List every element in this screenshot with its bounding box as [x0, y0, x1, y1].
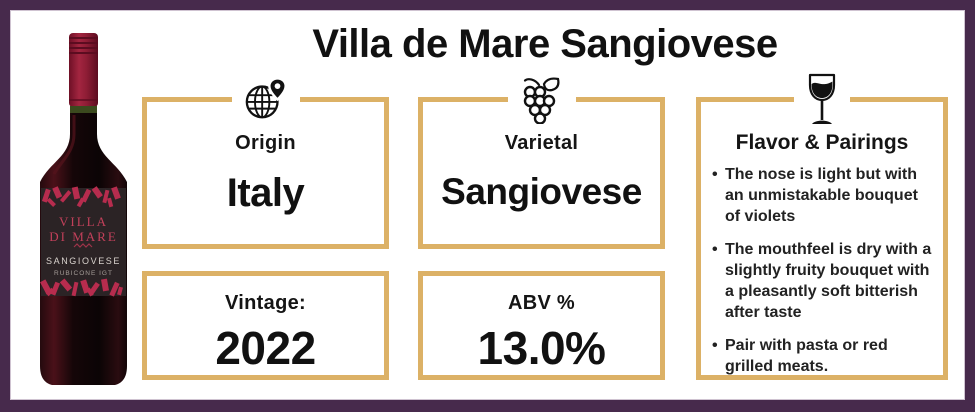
vintage-card: Vintage: 2022 — [142, 271, 389, 380]
label-squiggle-divider — [73, 243, 93, 248]
label-brand-line2: DI MARE — [49, 229, 118, 244]
flavor-bullet-2: The mouthfeel is dry with a slightly fru… — [711, 239, 935, 323]
flavor-bullet-3: Pair with pasta or red grilled meats. — [711, 335, 935, 377]
flavor-bullet-1: The nose is light but with an unmistakab… — [711, 164, 935, 227]
globe-pin-icon — [231, 74, 300, 126]
wine-bottle-image: VILLA DI MARE SANGIOVESE RUBICONE IGT — [40, 33, 127, 385]
abv-value: 13.0% — [477, 322, 606, 374]
varietal-label: Varietal — [504, 132, 579, 154]
label-varietal-text: SANGIOVESE — [46, 256, 121, 266]
varietal-card: Varietal Sangiovese — [418, 74, 665, 249]
bottle-glass-ring — [70, 106, 97, 114]
bottle-label: VILLA DI MARE SANGIOVESE RUBICONE IGT — [40, 186, 126, 297]
origin-label: Origin — [235, 132, 296, 154]
vintage-value: 2022 — [215, 322, 316, 374]
origin-card: Origin Italy — [142, 74, 389, 249]
abv-label: ABV % — [507, 292, 576, 314]
label-region-text: RUBICONE IGT — [54, 270, 113, 277]
origin-value: Italy — [226, 171, 305, 215]
flavor-pairings-card: Flavor & Pairings The nose is light but … — [696, 73, 948, 380]
flavor-pairings-heading: Flavor & Pairings — [735, 131, 909, 154]
vintage-label: Vintage: — [225, 292, 306, 314]
label-brand-line1: VILLA — [59, 214, 108, 229]
abv-card: ABV % 13.0% — [418, 271, 665, 380]
grapes-icon — [507, 74, 576, 126]
flavor-pairings-list: The nose is light but with an unmistakab… — [711, 164, 935, 389]
wine-glass-icon — [794, 73, 850, 126]
bottle-capsule — [69, 33, 98, 107]
varietal-value: Sangiovese — [441, 171, 642, 212]
page-title: Villa de Mare Sangiovese — [312, 22, 778, 66]
